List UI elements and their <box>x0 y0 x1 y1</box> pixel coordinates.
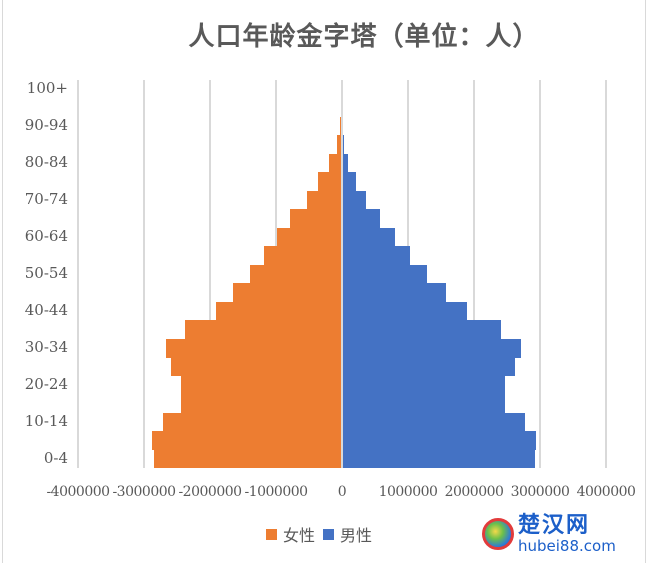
x-tick-label: -4000000 <box>46 484 110 500</box>
bar-male-60-64[interactable] <box>342 227 395 247</box>
bar-female-15-19[interactable] <box>180 394 342 414</box>
x-tick-label: -2000000 <box>178 484 242 500</box>
x-tick-label: 1000000 <box>378 484 438 500</box>
chart-title: 人口年龄金字塔（单位：人） <box>188 22 540 52</box>
bar-female-0-4[interactable] <box>153 449 342 469</box>
x-tick-label: 2000000 <box>444 484 504 500</box>
watermark-logo: 楚汉网 hubei88.com <box>482 510 642 558</box>
y-tick-label: 70-74 <box>24 190 68 209</box>
bar-male-10-14[interactable] <box>342 412 525 432</box>
watermark-domain: hubei88.com <box>518 536 616 555</box>
bar-female-45-49[interactable] <box>233 283 342 303</box>
bar-male-25-29[interactable] <box>342 357 515 377</box>
legend-swatch-male-icon <box>323 528 335 540</box>
watermark-name: 楚汉网 <box>518 512 591 538</box>
bar-male-55-59[interactable] <box>342 246 410 266</box>
y-tick-label: 60-64 <box>24 227 68 246</box>
bar-male-80-84[interactable] <box>342 153 348 173</box>
legend: 女性 男性 <box>266 522 380 546</box>
bar-male-70-74[interactable] <box>342 190 366 210</box>
x-tick-label: 3000000 <box>510 484 570 500</box>
y-tick-label: 80-84 <box>24 153 68 172</box>
legend-item-male[interactable]: 男性 <box>323 522 372 546</box>
x-tick-label: 0 <box>337 484 347 500</box>
bar-female-75-79[interactable] <box>318 172 342 192</box>
y-tick-label: 10-14 <box>24 411 68 430</box>
y-tick-label: 20-24 <box>24 374 68 393</box>
bar-female-20-24[interactable] <box>180 375 342 395</box>
bar-female-85-89[interactable] <box>336 135 342 155</box>
legend-label-female: 女性 <box>283 526 316 545</box>
x-tick-label: -1000000 <box>244 484 308 500</box>
gridline <box>605 80 607 468</box>
bar-female-30-34[interactable] <box>165 338 342 358</box>
y-tick-label: 100+ <box>26 79 68 98</box>
bar-female-80-84[interactable] <box>328 153 342 173</box>
bar-male-50-54[interactable] <box>342 264 428 284</box>
x-tick-label: 4000000 <box>576 484 636 500</box>
bar-male-20-24[interactable] <box>342 375 506 395</box>
bar-female-5-9[interactable] <box>151 431 342 451</box>
gridline <box>473 80 475 468</box>
bar-male-15-19[interactable] <box>342 394 506 414</box>
gridline <box>539 80 541 468</box>
bar-female-50-54[interactable] <box>250 264 342 284</box>
bar-female-70-74[interactable] <box>307 190 342 210</box>
y-tick-label: 0-4 <box>43 448 68 467</box>
zero-axis-line <box>341 80 343 468</box>
bar-male-65-69[interactable] <box>342 209 381 229</box>
bar-female-55-59[interactable] <box>264 246 342 266</box>
globe-logo-icon <box>482 518 514 550</box>
gridline <box>77 80 79 468</box>
legend-swatch-female-icon <box>266 528 277 540</box>
y-tick-label: 30-34 <box>24 337 68 356</box>
bar-female-10-14[interactable] <box>163 412 342 432</box>
legend-item-female[interactable]: 女性 <box>266 522 315 546</box>
x-tick-label: -3000000 <box>112 484 176 500</box>
y-tick-label: 40-44 <box>24 300 68 319</box>
bar-male-40-44[interactable] <box>342 301 467 321</box>
bar-male-45-49[interactable] <box>342 283 447 303</box>
y-tick-label: 50-54 <box>24 264 68 282</box>
bar-male-35-39[interactable] <box>342 320 502 340</box>
bar-female-40-44[interactable] <box>215 301 342 321</box>
legend-label-male: 男性 <box>340 526 373 545</box>
gridline <box>209 80 211 468</box>
bar-male-0-4[interactable] <box>342 449 535 469</box>
bar-male-30-34[interactable] <box>342 338 521 358</box>
bar-male-75-79[interactable] <box>342 172 356 192</box>
bar-female-65-69[interactable] <box>289 209 342 229</box>
bar-female-25-29[interactable] <box>171 357 342 377</box>
gridline <box>143 80 145 468</box>
bar-male-5-9[interactable] <box>342 431 537 451</box>
bar-female-35-39[interactable] <box>184 320 342 340</box>
y-tick-label: 90-94 <box>24 116 68 135</box>
bar-female-60-64[interactable] <box>277 227 342 247</box>
